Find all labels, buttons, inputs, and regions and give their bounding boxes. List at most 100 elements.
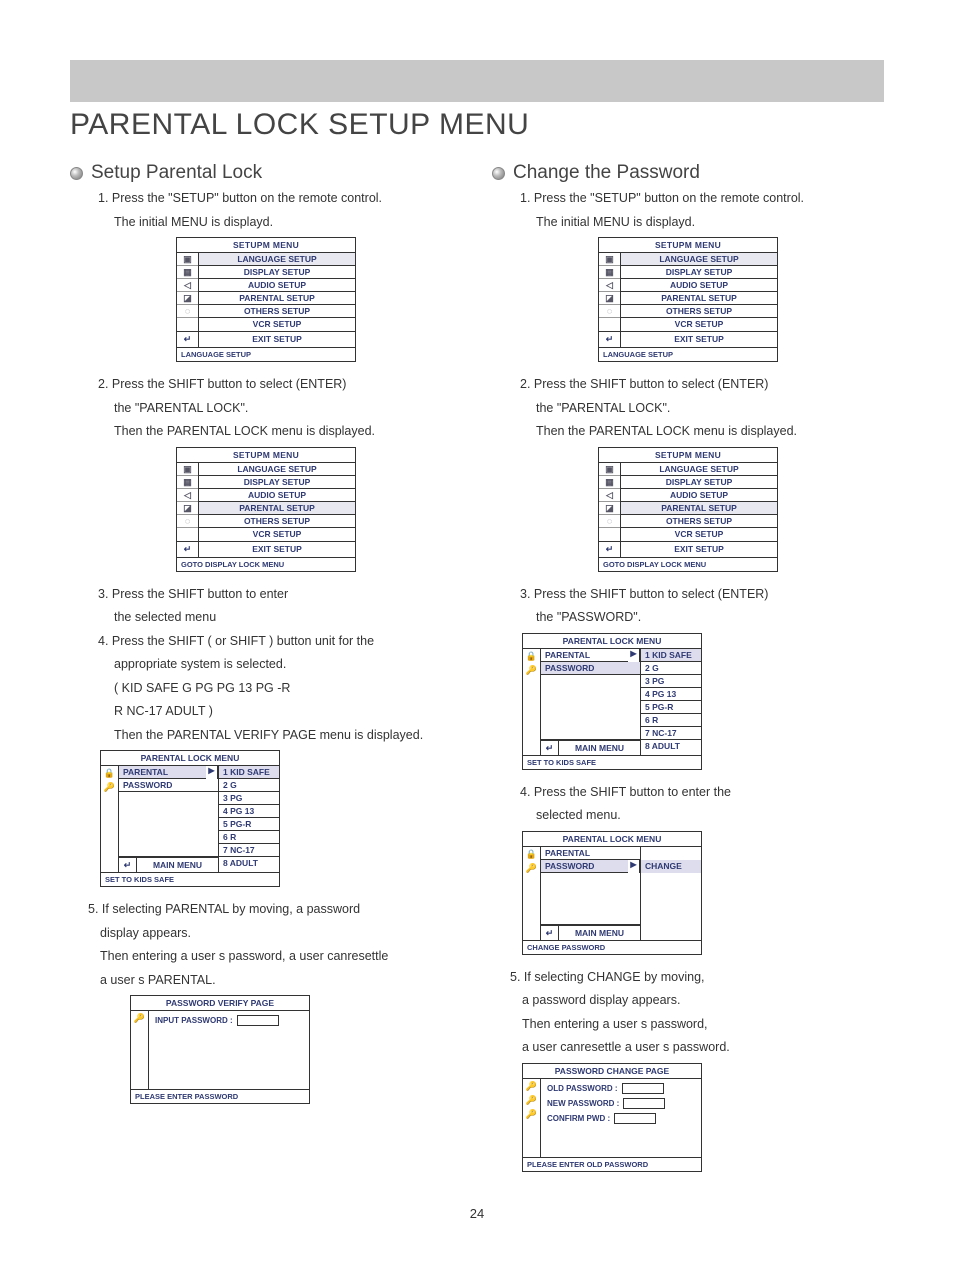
parental-label: PARENTAL bbox=[541, 847, 640, 860]
exit-icon: ↵ bbox=[177, 542, 199, 557]
step-text: Then entering a user s password, a user … bbox=[100, 948, 462, 966]
menu-item: VCR SETUP bbox=[621, 318, 777, 331]
section-title-left: Setup Parental Lock bbox=[91, 162, 262, 184]
step-text: the "PARENTAL LOCK". bbox=[536, 400, 884, 418]
rating-item: 1 KID SAFE bbox=[641, 649, 701, 662]
bullet-icon bbox=[70, 167, 83, 180]
step-text: Then the PARENTAL LOCK menu is displayed… bbox=[114, 423, 462, 441]
parental-label: PARENTAL bbox=[119, 766, 206, 779]
menu-title: SETUPM MENU bbox=[599, 238, 777, 253]
change-label: CHANGE bbox=[641, 860, 701, 873]
step-text: Then the PARENTAL LOCK menu is displayed… bbox=[536, 423, 884, 441]
parental-lock-change-menu: PARENTAL LOCK MENU 🔒 🔑 PARENTAL PASSWORD… bbox=[522, 831, 702, 955]
menu-icon: ▦ bbox=[599, 476, 620, 489]
rating-item: 5 PG-R bbox=[219, 818, 279, 831]
old-password-field[interactable] bbox=[622, 1083, 664, 1094]
confirm-password-field[interactable] bbox=[614, 1113, 656, 1124]
password-field[interactable] bbox=[237, 1015, 279, 1026]
menu-item: DISPLAY SETUP bbox=[621, 476, 777, 489]
setup-menu: SETUPM MENU ▣ ▦ ◁ ◪ ◌ LANGUAGE SETUP DIS… bbox=[176, 237, 356, 362]
step-text: ( KID SAFE G PG PG 13 PG -R bbox=[114, 680, 462, 698]
menu-exit: EXIT SETUP bbox=[621, 542, 777, 557]
menu-exit: EXIT SETUP bbox=[199, 542, 355, 557]
step-text: display appears. bbox=[100, 925, 462, 943]
menu-icon: ◌ bbox=[177, 305, 198, 318]
step-text: Then the PARENTAL VERIFY PAGE menu is di… bbox=[114, 727, 462, 745]
key-icon: 🔑 bbox=[526, 665, 537, 676]
step-text: The initial MENU is displayd. bbox=[114, 214, 462, 232]
menu-exit: EXIT SETUP bbox=[621, 332, 777, 347]
menu-status: GOTO DISPLAY LOCK MENU bbox=[177, 557, 355, 571]
key-icon: 🔑 bbox=[134, 1013, 145, 1024]
menu-icon: ◁ bbox=[177, 489, 198, 502]
step-text: 1. Press the "SETUP" button on the remot… bbox=[520, 190, 884, 208]
password-label: PASSWORD bbox=[119, 779, 218, 792]
menu-icon bbox=[177, 528, 198, 541]
rating-item: 4 PG 13 bbox=[219, 805, 279, 818]
menu-exit: EXIT SETUP bbox=[199, 332, 355, 347]
lock-icon: 🔒 bbox=[526, 651, 537, 662]
rating-item: 6 R bbox=[641, 714, 701, 727]
menu-title: SETUPM MENU bbox=[599, 448, 777, 463]
menu-item: PARENTAL SETUP bbox=[199, 502, 355, 515]
key-icon: 🔑 bbox=[526, 1095, 537, 1106]
menu-title: PASSWORD VERIFY PAGE bbox=[131, 996, 309, 1011]
parental-label: PARENTAL bbox=[541, 649, 628, 662]
lock-icon: 🔒 bbox=[104, 768, 115, 779]
menu-title: PARENTAL LOCK MENU bbox=[523, 634, 701, 649]
lock-icon: 🔒 bbox=[526, 849, 537, 860]
title-bar bbox=[70, 60, 884, 102]
main-menu-label: MAIN MENU bbox=[137, 858, 218, 872]
confirm-password-label: CONFIRM PWD : bbox=[547, 1114, 610, 1123]
menu-icon bbox=[599, 528, 620, 541]
parental-lock-menu: PARENTAL LOCK MENU 🔒 🔑 PARENTAL ▶ PASSWO… bbox=[522, 633, 702, 770]
menu-item: PARENTAL SETUP bbox=[621, 502, 777, 515]
menu-title: PARENTAL LOCK MENU bbox=[101, 751, 279, 766]
menu-icon: ◁ bbox=[177, 279, 198, 292]
setup-menu: SETUPM MENU ▣ ▦ ◁ ◪ ◌ LANGUAGE SETUP DIS… bbox=[598, 447, 778, 572]
step-text: 3. Press the SHIFT button to select (ENT… bbox=[520, 586, 884, 604]
key-icon: 🔑 bbox=[526, 1109, 537, 1120]
step-text: the "PARENTAL LOCK". bbox=[114, 400, 462, 418]
menu-item: PARENTAL SETUP bbox=[621, 292, 777, 305]
menu-item: VCR SETUP bbox=[621, 528, 777, 541]
parental-lock-menu: PARENTAL LOCK MENU 🔒 🔑 PARENTAL ▶ PASSWO… bbox=[100, 750, 280, 887]
menu-icon: ▦ bbox=[177, 476, 198, 489]
menu-item: OTHERS SETUP bbox=[621, 305, 777, 318]
menu-icon bbox=[599, 318, 620, 331]
menu-item: DISPLAY SETUP bbox=[199, 476, 355, 489]
rating-item: 7 NC-17 bbox=[641, 727, 701, 740]
step-text: 2. Press the SHIFT button to select (ENT… bbox=[520, 376, 884, 394]
menu-icon: ▣ bbox=[177, 463, 198, 476]
rating-item: 6 R bbox=[219, 831, 279, 844]
right-column: Change the Password 1. Press the "SETUP"… bbox=[492, 162, 884, 1186]
step-text: Then entering a user s password, bbox=[522, 1016, 884, 1034]
return-icon: ↵ bbox=[119, 858, 137, 872]
rating-item: 3 PG bbox=[219, 792, 279, 805]
password-label: PASSWORD bbox=[541, 662, 640, 675]
menu-title: PASSWORD CHANGE PAGE bbox=[523, 1064, 701, 1079]
menu-status: PLEASE ENTER PASSWORD bbox=[131, 1089, 309, 1103]
blank bbox=[641, 847, 701, 860]
menu-icon: ◌ bbox=[599, 515, 620, 528]
menu-icon: ◁ bbox=[599, 489, 620, 502]
menu-item: VCR SETUP bbox=[199, 318, 355, 331]
main-menu-label: MAIN MENU bbox=[559, 741, 640, 755]
return-icon: ↵ bbox=[541, 926, 559, 940]
left-column: Setup Parental Lock 1. Press the "SETUP"… bbox=[70, 162, 462, 1186]
menu-icon: ◌ bbox=[177, 515, 198, 528]
old-password-label: OLD PASSWORD : bbox=[547, 1084, 618, 1093]
main-menu-label: MAIN MENU bbox=[559, 926, 640, 940]
menu-title: PARENTAL LOCK MENU bbox=[523, 832, 701, 847]
rating-item: 2 G bbox=[219, 779, 279, 792]
menu-icon: ▦ bbox=[177, 266, 198, 279]
menu-item: AUDIO SETUP bbox=[199, 279, 355, 292]
rating-item: 8 ADULT bbox=[219, 857, 279, 870]
menu-item: PARENTAL SETUP bbox=[199, 292, 355, 305]
step-text: 4. Press the SHIFT ( or SHIFT ) button u… bbox=[98, 633, 462, 651]
new-password-field[interactable] bbox=[623, 1098, 665, 1109]
menu-icon bbox=[177, 318, 198, 331]
menu-item: VCR SETUP bbox=[199, 528, 355, 541]
rating-item: 7 NC-17 bbox=[219, 844, 279, 857]
step-text: 3. Press the SHIFT button to enter bbox=[98, 586, 462, 604]
